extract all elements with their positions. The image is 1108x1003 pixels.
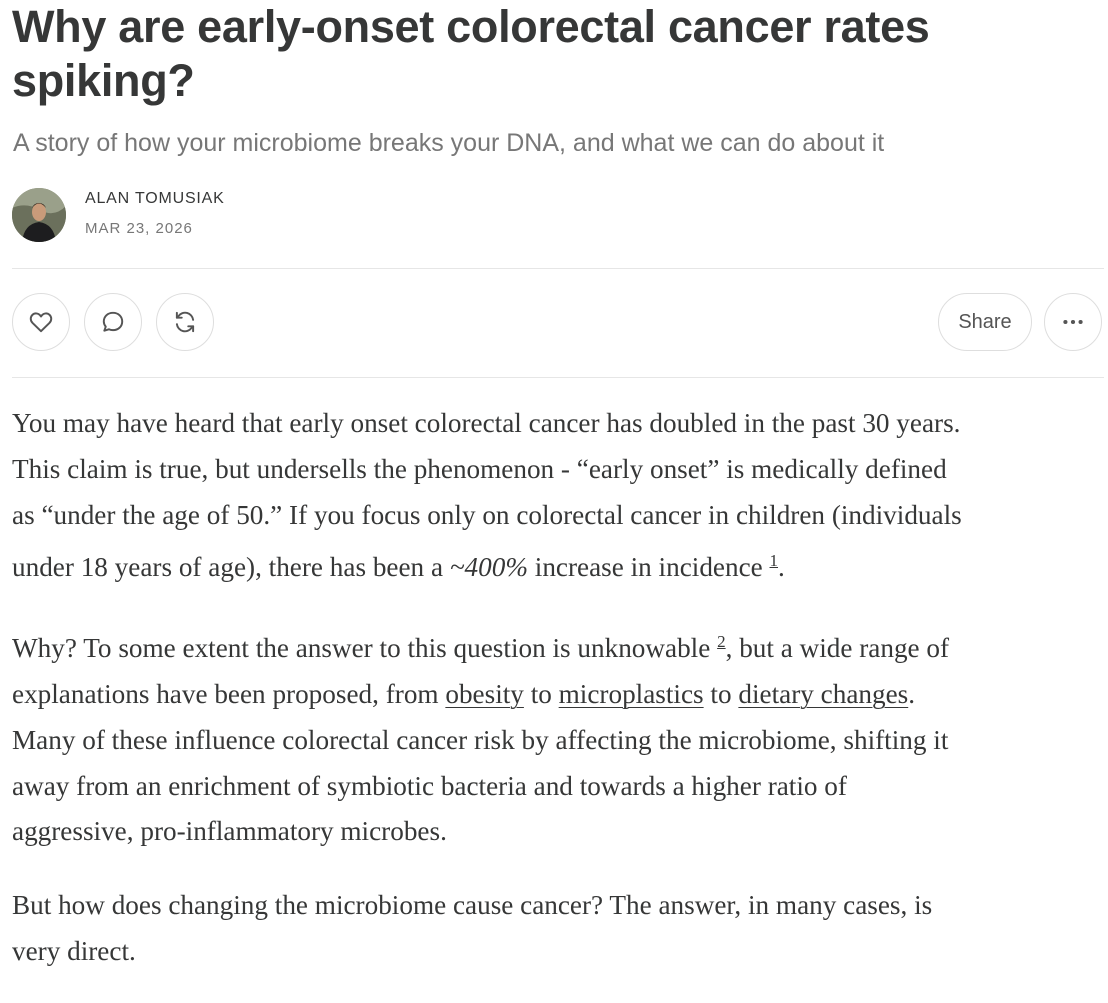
paragraph: Why? To some extent the answer to this q… bbox=[12, 619, 1108, 855]
restack-icon bbox=[175, 311, 195, 333]
text-line: aggressive, pro-inflammatory microbes. bbox=[12, 816, 447, 847]
text-line: Many of these influence colorectal cance… bbox=[12, 724, 949, 755]
post-subtitle: A story of how your microbiome breaks yo… bbox=[13, 129, 885, 157]
emphasis: ~400% bbox=[449, 552, 528, 583]
text-span: . bbox=[778, 552, 785, 583]
text-span: Why? To some extent the answer to this q… bbox=[12, 633, 718, 664]
link-microplastics[interactable]: microplastics bbox=[558, 678, 704, 709]
text-span: , but a wide range of bbox=[725, 633, 950, 664]
post-title: Why are early-onset colorectal cancer ra… bbox=[12, 1, 930, 106]
footnote-1[interactable]: 1 bbox=[769, 551, 779, 571]
paragraph: You may have heard that early onset colo… bbox=[12, 401, 1108, 591]
post-date: MAR 23, 2026 bbox=[85, 220, 193, 237]
like-button[interactable] bbox=[12, 293, 70, 351]
link-obesity[interactable]: obesity bbox=[445, 678, 524, 709]
more-icon bbox=[1063, 319, 1083, 325]
text-line: as “under the age of 50.” If you focus o… bbox=[12, 499, 962, 530]
text-line: explanations have been proposed, from ob… bbox=[12, 672, 1108, 718]
link-dietary-changes[interactable]: dietary changes bbox=[738, 678, 909, 709]
article-body: You may have heard that early onset colo… bbox=[12, 401, 1108, 1003]
text-line: This claim is true, but undersells the p… bbox=[12, 453, 947, 484]
more-button[interactable] bbox=[1044, 293, 1102, 351]
text-line: under 18 years of age), there has been a… bbox=[12, 538, 1108, 591]
text-line: Why? To some extent the answer to this q… bbox=[12, 619, 1108, 672]
text-span: increase in incidence bbox=[527, 552, 770, 583]
divider bbox=[12, 377, 1104, 378]
text-span: to bbox=[523, 678, 559, 709]
comment-button[interactable] bbox=[84, 293, 142, 351]
text-span: . bbox=[908, 678, 916, 709]
text-span: explanations have been proposed, from bbox=[12, 678, 446, 709]
paragraph: But how does changing the microbiome cau… bbox=[12, 883, 1108, 975]
heart-icon bbox=[29, 312, 53, 333]
text-line: You may have heard that early onset colo… bbox=[12, 408, 961, 438]
author-name[interactable]: ALAN TOMUSIAK bbox=[85, 190, 225, 207]
text-line: very direct. bbox=[12, 935, 136, 966]
footnote-2[interactable]: 2 bbox=[717, 632, 726, 652]
text-line: But how does changing the microbiome cau… bbox=[12, 890, 933, 921]
comment-icon bbox=[102, 311, 124, 332]
restack-button[interactable] bbox=[156, 293, 214, 351]
text-span: under 18 years of age), there has been a bbox=[12, 552, 450, 583]
share-button[interactable]: Share bbox=[938, 293, 1032, 351]
text-span: to bbox=[703, 678, 739, 709]
text-line: away from an enrichment of symbiotic bac… bbox=[12, 770, 847, 801]
avatar[interactable] bbox=[12, 188, 66, 242]
divider bbox=[12, 268, 1104, 269]
